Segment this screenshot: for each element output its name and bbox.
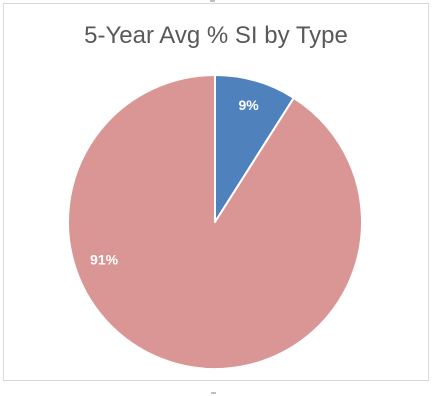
- pie-slice-9: [214, 74, 295, 223]
- top-edge-mark: [210, 0, 215, 2]
- bottom-edge-mark: [211, 392, 216, 394]
- chart-title: 5-Year Avg % SI by Type: [84, 22, 348, 49]
- data-label-91: 91%: [90, 252, 119, 268]
- pie-data-labels: 9% 91%: [90, 97, 259, 268]
- pie-slices: [67, 74, 363, 370]
- pie-slice-91: [67, 74, 363, 370]
- data-label-9: 9%: [239, 97, 260, 113]
